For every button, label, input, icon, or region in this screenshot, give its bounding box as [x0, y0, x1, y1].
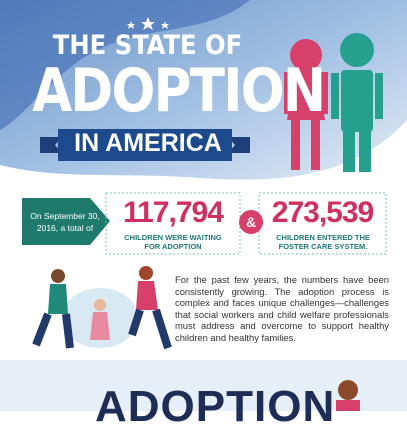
stats-intro: On September 30, 2016, a total of — [30, 211, 100, 233]
title-main: ADOPTION — [32, 56, 326, 126]
title-line: THE STATE OF — [52, 30, 243, 61]
stat-number: 273,539 — [271, 196, 374, 229]
stat-caption: CHILDREN ENTERED THE FOSTER CARE SYSTEM. — [276, 233, 370, 251]
stat-number: 117,794 — [123, 196, 224, 229]
body-paragraph: For the past few years, the numbers have… — [175, 274, 389, 343]
background-art — [0, 0, 407, 411]
stat-caption: CHILDREN WERE WAITING FOR ADOPTION — [124, 233, 222, 251]
connector: & — [245, 214, 257, 230]
section-heading: ADOPTION — [95, 382, 336, 431]
title-ribbon: IN AMERICA — [74, 129, 222, 157]
